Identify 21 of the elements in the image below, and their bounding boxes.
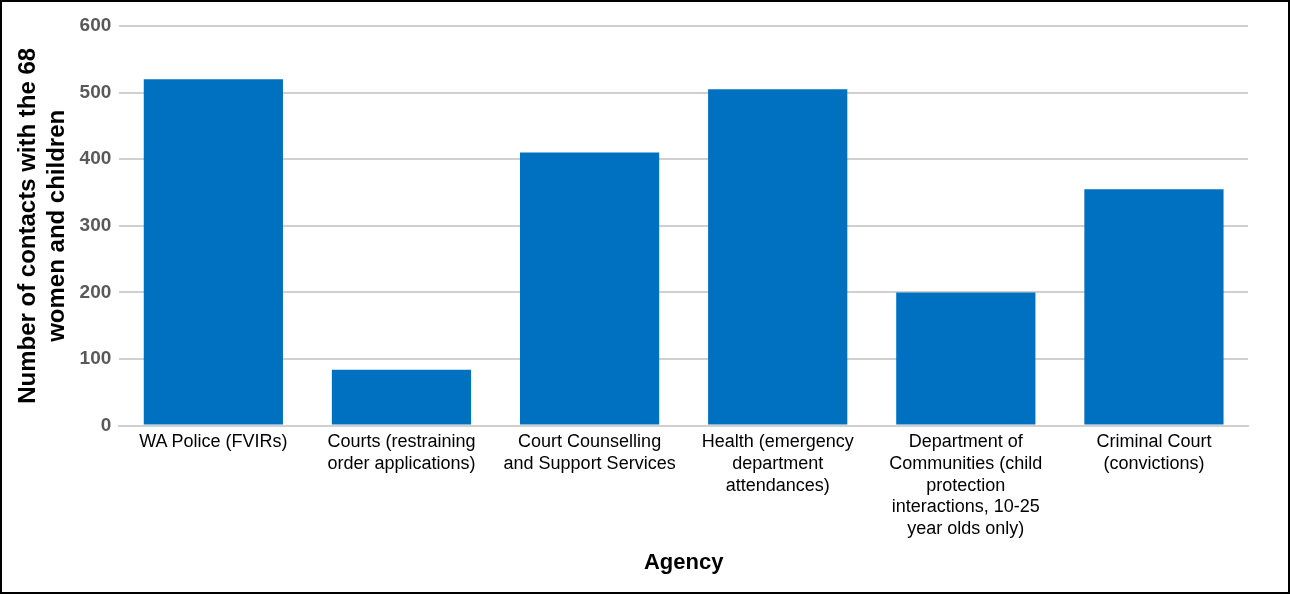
bar [1084, 189, 1224, 425]
y-tick-label: 300 [79, 214, 112, 236]
bar [896, 292, 1036, 425]
y-tick-label: 400 [79, 147, 112, 169]
bar [331, 369, 472, 425]
y-tick-label: 500 [79, 80, 112, 102]
x-tick-label: Courts (restraining order applications) [327, 431, 476, 473]
y-axis-title: Number of contacts with the 68 women and children [13, 47, 69, 404]
y-tick-label: 600 [79, 14, 112, 36]
x-tick-label: Health (emergency department attendances) [701, 431, 854, 495]
x-tick-label: Department of Communities (child protection interactions, 10-25 year olds only) [889, 431, 1043, 538]
y-tick-label: 100 [79, 347, 112, 369]
x-tick-label: Court Counselling and Support Services [503, 431, 676, 473]
bar [143, 79, 283, 425]
bar [519, 152, 660, 425]
x-axis-title: Agency [643, 548, 725, 574]
bar [708, 89, 848, 425]
x-tick-label: WA Police (FVIRs) [139, 431, 288, 452]
y-tick-label: 0 [100, 413, 112, 435]
y-tick-label: 200 [79, 280, 112, 302]
x-tick-label: Criminal Court (convictions) [1096, 431, 1212, 473]
